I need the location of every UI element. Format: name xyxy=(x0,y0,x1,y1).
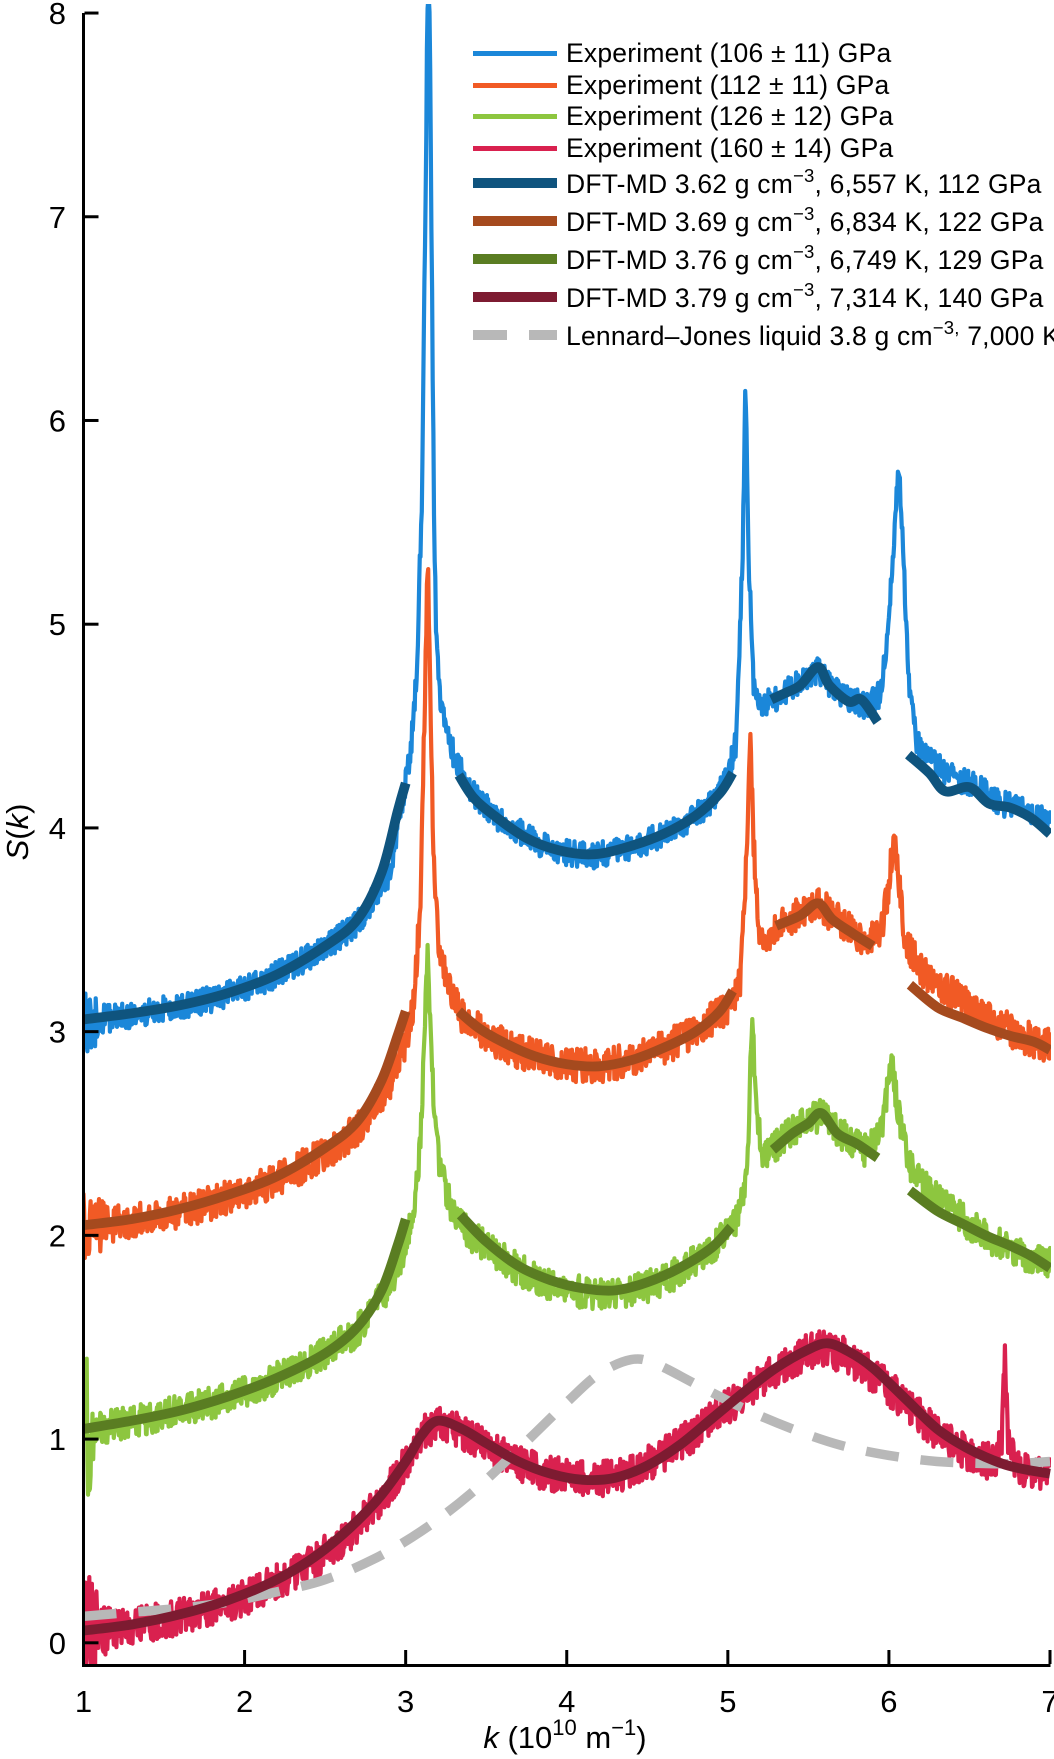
legend-label: DFT-MD 3.62 g cm−3, 6,557 K, 112 GPa xyxy=(566,165,1042,199)
legend-item: Experiment (106 ± 11) GPa xyxy=(473,38,1054,70)
legend-item: DFT-MD 3.62 g cm−3, 6,557 K, 112 GPa xyxy=(473,164,1054,202)
legend-label: Lennard–Jones liquid 3.8 g cm−3, 7,000 K xyxy=(566,317,1054,351)
x-tick-label: 1 xyxy=(75,1684,92,1719)
x-axis: 1 2 3 4 5 6 7 xyxy=(75,1650,1054,1719)
legend-item: Lennard–Jones liquid 3.8 g cm−3, 7,000 K xyxy=(473,316,1054,354)
series-lj xyxy=(84,1354,1051,1621)
y-tick-label: 5 xyxy=(49,607,66,642)
legend-label: DFT-MD 3.76 g cm−3, 6,749 K, 129 GPa xyxy=(566,241,1044,275)
legend-label: Experiment (106 ± 11) GPa xyxy=(566,38,892,69)
legend-swatch xyxy=(473,178,557,188)
legend-swatch xyxy=(473,216,557,226)
y-tick-label: 7 xyxy=(49,200,66,235)
y-tick-label: 1 xyxy=(49,1422,66,1457)
legend-swatch xyxy=(473,114,557,120)
series-exp-106 xyxy=(84,4,1051,1054)
series-dft-112 xyxy=(84,662,1051,1025)
axis-spines xyxy=(82,13,1051,1667)
series-dft-122 xyxy=(84,898,1051,1231)
x-axis-label: k (1010 m−1) xyxy=(483,1715,646,1755)
series-dft-140 xyxy=(84,1338,1051,1636)
series-dft-129 xyxy=(84,1108,1051,1434)
x-tick-label: 4 xyxy=(558,1684,575,1719)
x-tick-label: 6 xyxy=(880,1684,897,1719)
legend-swatch xyxy=(473,254,557,264)
legend-item: Experiment (112 ± 11) GPa xyxy=(473,70,1054,102)
y-axis-label: S(k) xyxy=(0,804,35,861)
legend-swatch xyxy=(473,51,557,57)
y-tick-label: 6 xyxy=(49,403,66,438)
legend-item: Experiment (160 ± 14) GPa xyxy=(473,133,1054,165)
x-tick-label: 5 xyxy=(719,1684,736,1719)
x-tick-label: 7 xyxy=(1041,1684,1054,1719)
legend-label: Experiment (112 ± 11) GPa xyxy=(566,69,890,100)
legend-item: DFT-MD 3.76 g cm−3, 6,749 K, 129 GPa xyxy=(473,240,1054,278)
legend-item: DFT-MD 3.69 g cm−3, 6,834 K, 122 GPa xyxy=(473,202,1054,240)
series-exp-160 xyxy=(84,1329,1051,1666)
legend-label: DFT-MD 3.69 g cm−3, 6,834 K, 122 GPa xyxy=(566,203,1044,237)
y-tick-label: 8 xyxy=(49,0,66,31)
legend-swatch xyxy=(473,292,557,302)
legend-label: Experiment (126 ± 12) GPa xyxy=(566,101,894,132)
y-tick-label: 0 xyxy=(49,1626,66,1661)
x-tick-label: 3 xyxy=(397,1684,414,1719)
plot-area xyxy=(84,4,1051,1666)
legend-swatch xyxy=(473,145,557,151)
y-tick-label: 4 xyxy=(49,811,66,846)
legend-label: DFT-MD 3.79 g cm−3, 7,314 K, 140 GPa xyxy=(566,279,1044,313)
y-tick-label: 2 xyxy=(49,1218,66,1253)
legend-item: Experiment (126 ± 12) GPa xyxy=(473,101,1054,133)
y-tick-label: 3 xyxy=(49,1015,66,1050)
y-axis: 0 1 2 3 4 5 6 7 8 xyxy=(49,0,99,1661)
legend-swatch xyxy=(473,82,557,88)
x-tick-label: 2 xyxy=(236,1684,253,1719)
legend-label: Experiment (160 ± 14) GPa xyxy=(566,132,894,163)
legend-swatch xyxy=(473,330,557,340)
legend: Experiment (106 ± 11) GPa Experiment (112… xyxy=(473,38,1054,354)
legend-item: DFT-MD 3.79 g cm−3, 7,314 K, 140 GPa xyxy=(473,278,1054,316)
